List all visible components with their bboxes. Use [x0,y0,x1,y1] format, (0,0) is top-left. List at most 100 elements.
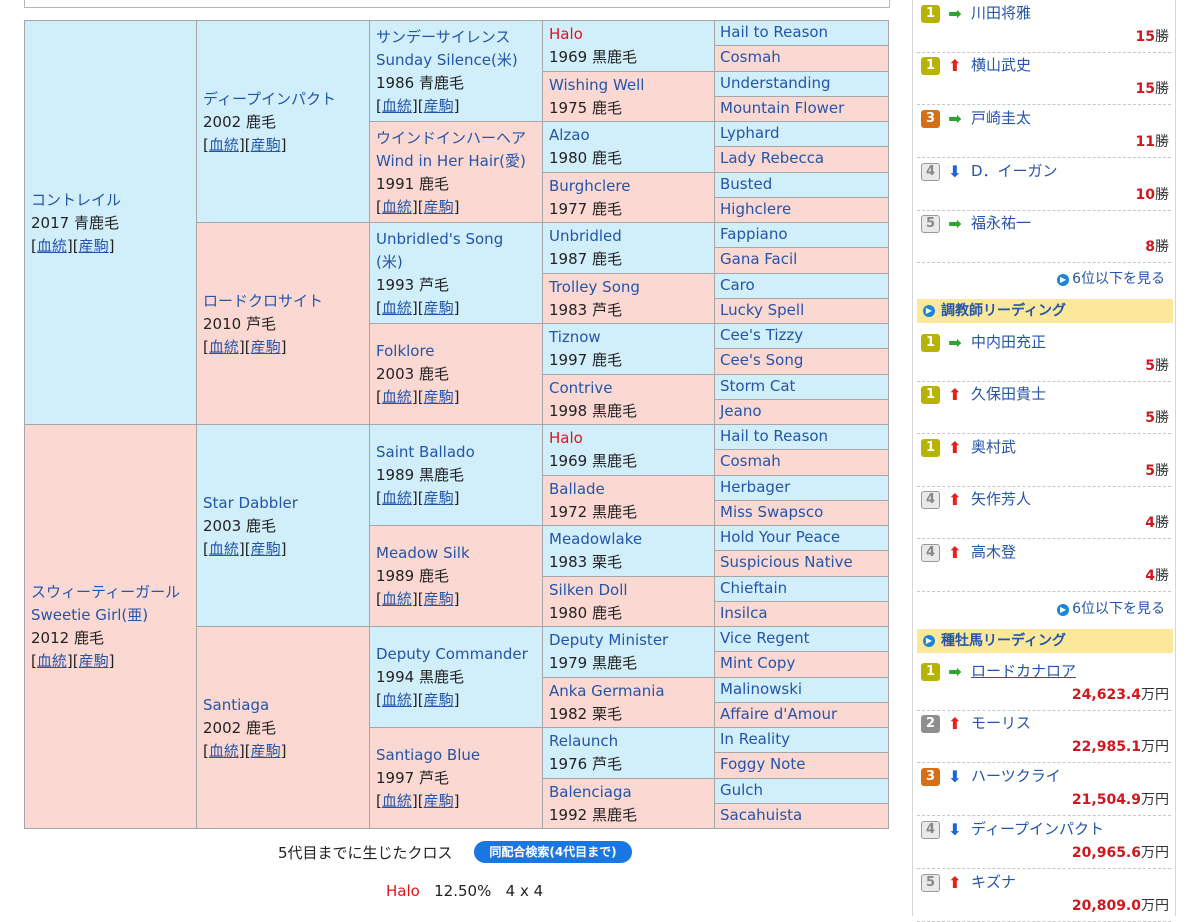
horse-name-link[interactable]: Chieftain [720,579,788,597]
blood-link[interactable]: 血統 [381,97,412,115]
ranking-name-link[interactable]: モーリス [971,714,1032,732]
ranking-name-link[interactable]: 川田将雅 [971,4,1032,22]
offspring-link[interactable]: 産駒 [423,198,454,216]
horse-name-link[interactable]: Sacahuista [720,806,803,824]
horse-name-link[interactable]: Santiaga [203,696,270,714]
horse-name-link[interactable]: サンデーサイレンス [376,28,511,46]
blood-link[interactable]: 血統 [381,388,412,406]
horse-name-link[interactable]: Deputy Commander [376,645,528,663]
offspring-link[interactable]: 産駒 [250,136,281,154]
blood-link[interactable]: 血統 [381,590,412,608]
horse-name-link[interactable]: Highclere [720,200,792,218]
ranking-name-link[interactable]: 福永祐一 [971,214,1032,232]
ranking-name-link[interactable]: 矢作芳人 [971,490,1032,508]
horse-name-link[interactable]: Suspicious Native [720,553,853,571]
blood-link[interactable]: 血統 [381,299,412,317]
horse-name-link[interactable]: Silken Doll [549,581,628,599]
blood-link[interactable]: 血統 [381,691,412,709]
offspring-link[interactable]: 産駒 [78,652,109,670]
horse-name-link[interactable]: Alzao [549,126,590,144]
ranking-name-link[interactable]: 戸崎圭太 [971,109,1032,127]
blood-link[interactable]: 血統 [381,792,412,810]
horse-name-alt-link[interactable]: Sunday Silence(米) [376,51,518,69]
blood-link[interactable]: 血統 [208,136,239,154]
blood-link[interactable]: 血統 [36,652,67,670]
horse-name-alt-link[interactable]: Sweetie Girl(亜) [31,606,149,624]
horse-name-link[interactable]: Tiznow [549,328,601,346]
horse-name-link[interactable]: Malinowski [720,680,803,698]
blood-link[interactable]: 血統 [36,237,67,255]
offspring-link[interactable]: 産駒 [423,691,454,709]
horse-name-link[interactable]: コントレイル [31,191,122,209]
horse-name-link[interactable]: Understanding [720,74,831,92]
horse-name-link[interactable]: Saint Ballado [376,443,475,461]
ranking-name-link[interactable]: 高木登 [971,543,1017,561]
horse-name-alt-link[interactable]: (米) [376,253,403,271]
horse-name-link[interactable]: Cosmah [720,452,781,470]
horse-name-link[interactable]: Halo [549,429,583,447]
horse-name-link[interactable]: Contrive [549,379,613,397]
horse-name-link[interactable]: Miss Swapsco [720,503,824,521]
horse-name-link[interactable]: Hail to Reason [720,23,829,41]
blood-link[interactable]: 血統 [208,742,239,760]
horse-name-link[interactable]: Hail to Reason [720,427,829,445]
ranking-name-link[interactable]: 奥村武 [971,438,1017,456]
horse-name-link[interactable]: Star Dabbler [203,494,298,512]
ranking-name-link[interactable]: 中内田充正 [971,333,1047,351]
horse-name-link[interactable]: Hold Your Peace [720,528,841,546]
offspring-link[interactable]: 産駒 [423,299,454,317]
horse-name-link[interactable]: Jeano [720,402,762,420]
horse-name-link[interactable]: Cee's Song [720,351,804,369]
ranking-name-link[interactable]: ロードカナロア [971,662,1077,680]
horse-name-link[interactable]: Gulch [720,781,764,799]
offspring-link[interactable]: 産駒 [423,792,454,810]
offspring-link[interactable]: 産駒 [423,590,454,608]
horse-name-link[interactable]: Halo [549,25,583,43]
horse-name-link[interactable]: Mint Copy [720,654,796,672]
horse-name-link[interactable]: Unbridled's Song [376,230,504,248]
horse-name-link[interactable]: Cosmah [720,48,781,66]
horse-name-link[interactable]: Meadowlake [549,530,643,548]
horse-name-link[interactable]: Busted [720,175,773,193]
horse-name-link[interactable]: スウィーティーガール [31,583,181,601]
offspring-link[interactable]: 産駒 [423,388,454,406]
horse-name-link[interactable]: Affaire d'Amour [720,705,838,723]
horse-name-link[interactable]: Balenciaga [549,783,632,801]
horse-name-link[interactable]: Gana Facil [720,250,798,268]
horse-name-link[interactable]: ロードクロサイト [203,292,324,310]
horse-name-link[interactable]: Meadow Silk [376,544,470,562]
ranking-name-link[interactable]: ディープインパクト [971,820,1105,838]
blood-link[interactable]: 血統 [208,540,239,558]
horse-name-link[interactable]: ディープインパクト [203,90,337,108]
horse-name-link[interactable]: Wishing Well [549,76,645,94]
offspring-link[interactable]: 産駒 [78,237,109,255]
horse-name-alt-link[interactable]: Wind in Her Hair(愛) [376,152,526,170]
horse-name-link[interactable]: Insilca [720,604,768,622]
ranking-name-link[interactable]: 久保田貴士 [971,385,1047,403]
horse-name-link[interactable]: Trolley Song [549,278,640,296]
horse-name-link[interactable]: In Reality [720,730,790,748]
horse-name-link[interactable]: Santiago Blue [376,746,481,764]
horse-name-link[interactable]: Lady Rebecca [720,149,825,167]
horse-name-link[interactable]: Deputy Minister [549,631,669,649]
horse-name-link[interactable]: Vice Regent [720,629,810,647]
horse-name-link[interactable]: Mountain Flower [720,99,845,117]
horse-name-link[interactable]: Folklore [376,342,435,360]
same-mating-search-button[interactable]: 同配合検索(4代目まで) [474,841,632,863]
horse-name-link[interactable]: Relaunch [549,732,619,750]
horse-name-link[interactable]: Caro [720,276,755,294]
jockey-more-link[interactable]: ▶ 6位以下を見る [1057,268,1165,288]
offspring-link[interactable]: 産駒 [250,540,281,558]
trainer-more-link[interactable]: ▶ 6位以下を見る [1057,598,1165,618]
blood-link[interactable]: 血統 [208,338,239,356]
horse-name-link[interactable]: Foggy Note [720,755,806,773]
horse-name-link[interactable]: Storm Cat [720,377,796,395]
blood-link[interactable]: 血統 [381,489,412,507]
horse-name-link[interactable]: Unbridled [549,227,622,245]
offspring-link[interactable]: 産駒 [250,742,281,760]
horse-name-link[interactable]: Anka Germania [549,682,665,700]
cross-horse-link[interactable]: Halo [386,882,420,900]
offspring-link[interactable]: 産駒 [423,97,454,115]
ranking-name-link[interactable]: D．イーガン [971,162,1058,180]
horse-name-link[interactable]: ウインドインハーヘア [376,129,527,147]
